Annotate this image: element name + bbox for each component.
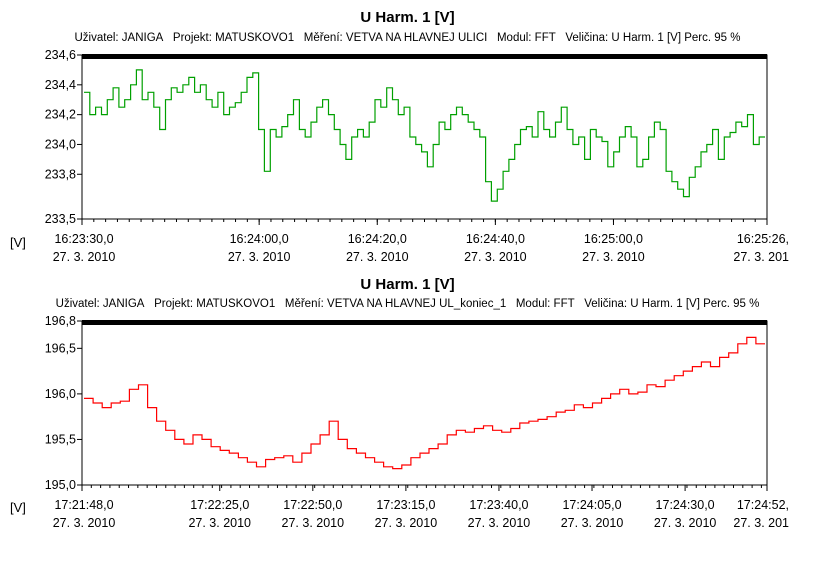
chart-2-quantity: Veličina: U Harm. 1 [V] Perc. 95 % [584, 298, 760, 310]
chart-2-user: Uživatel: JANIGA [55, 298, 145, 310]
chart-2-measurement: Měření: VETVA NA HLAVNEJ UL_koniec_1 [284, 298, 507, 310]
chart-1-project: Projekt: MATUSKOVO1 [172, 32, 295, 44]
chart-2-project: Projekt: MATUSKOVO1 [154, 298, 276, 310]
chart-2-top-band [82, 320, 767, 325]
chart-1-xtick-time-5: 16:25:26, [737, 232, 789, 246]
chart-2-xtick-time-6: 17:24:30,0 [656, 498, 715, 512]
chart-1-module: Modul: FFT [496, 32, 556, 44]
chart-1-series-line [84, 69, 765, 202]
chart-1-xtick-time-2: 16:24:20,0 [348, 232, 407, 246]
chart-1-top-band [82, 54, 767, 59]
chart-2-xtick-date-3: 27. 3. 2010 [375, 516, 438, 530]
chart-1-measurement: Měření: VETVA NA HLAVNEJ ULICI [303, 32, 488, 44]
chart-2-module: Modul: FFT [515, 298, 575, 310]
chart-1-ytick-label-0: 234,6 [45, 48, 76, 62]
chart-1-xtick-date-2: 27. 3. 2010 [346, 250, 409, 264]
chart-2-xtick-time-2: 17:22:50,0 [283, 498, 342, 512]
chart-2-xtick-date-0: 27. 3. 2010 [53, 516, 116, 530]
chart-2-xtick-time-5: 17:24:05,0 [562, 498, 621, 512]
chart-1-xtick-time-0: 16:23:30,0 [54, 232, 113, 246]
chart-2-xtick-date-5: 27. 3. 2010 [561, 516, 624, 530]
chart-1-xtick-date-5: 27. 3. 201 [733, 250, 789, 264]
chart-1-xtick-date-0: 27. 3. 2010 [53, 250, 116, 264]
chart-2-xtick-time-1: 17:22:25,0 [190, 498, 249, 512]
chart-1-ytick-label-2: 234,2 [45, 108, 76, 122]
chart-1-quantity: Veličina: U Harm. 1 [V] Perc. 95 % [565, 32, 741, 44]
chart-2-ytick-label-4: 195,0 [45, 478, 76, 492]
chart-2-title: U Harm. 1 [V] [360, 276, 455, 293]
chart-1-xtick-time-4: 16:25:00,0 [584, 232, 643, 246]
chart-2-ytick-label-2: 196,0 [45, 387, 76, 401]
chart-2-ytick-label-0: 196,8 [45, 314, 76, 328]
chart-2-info: Uživatel: JANIGA Projekt: MATUSKOVO1 Měř… [0, 298, 815, 310]
chart-2-series-line [84, 336, 765, 470]
chart-2-ytick-label-1: 196,5 [45, 341, 76, 355]
chart-1-xtick-time-1: 16:24:00,0 [230, 232, 289, 246]
chart-2-unit-label: [V] [10, 500, 26, 515]
chart-2-plot-frame [81, 320, 768, 486]
chart-1-unit-label: [V] [10, 235, 26, 250]
chart-1-info: Uživatel: JANIGA Projekt: MATUSKOVO1 Měř… [0, 32, 815, 44]
chart-1-plot-frame [81, 54, 768, 220]
chart-2-xtick-time-4: 17:23:40,0 [469, 498, 528, 512]
chart-1-ytick-label-5: 233,5 [45, 212, 76, 226]
chart-1-xtick-date-3: 27. 3. 2010 [464, 250, 527, 264]
chart-1-xtick-time-3: 16:24:40,0 [466, 232, 525, 246]
chart-2-xtick-date-6: 27. 3. 2010 [654, 516, 717, 530]
chart-1-ytick-label-1: 234,4 [45, 78, 76, 92]
chart-2-xtick-date-7: 27. 3. 201 [733, 516, 789, 530]
chart-2-xtick-time-0: 17:21:48,0 [54, 498, 113, 512]
chart-1-xtick-date-4: 27. 3. 2010 [582, 250, 645, 264]
chart-1-ytick-label-3: 234,0 [45, 137, 76, 151]
chart-2-xtick-date-4: 27. 3. 2010 [468, 516, 531, 530]
chart-2-ytick-label-3: 195,5 [45, 432, 76, 446]
chart-1-title: U Harm. 1 [V] [360, 9, 455, 26]
chart-1-xtick-date-1: 27. 3. 2010 [228, 250, 291, 264]
chart-1-user: Uživatel: JANIGA [74, 32, 164, 44]
chart-2-xtick-time-3: 17:23:15,0 [376, 498, 435, 512]
chart-2-xtick-date-1: 27. 3. 2010 [188, 516, 251, 530]
chart-2-xtick-time-7: 17:24:52, [737, 498, 789, 512]
chart-2-xtick-date-2: 27. 3. 2010 [282, 516, 345, 530]
chart-1-ytick-label-4: 233,8 [45, 167, 76, 181]
